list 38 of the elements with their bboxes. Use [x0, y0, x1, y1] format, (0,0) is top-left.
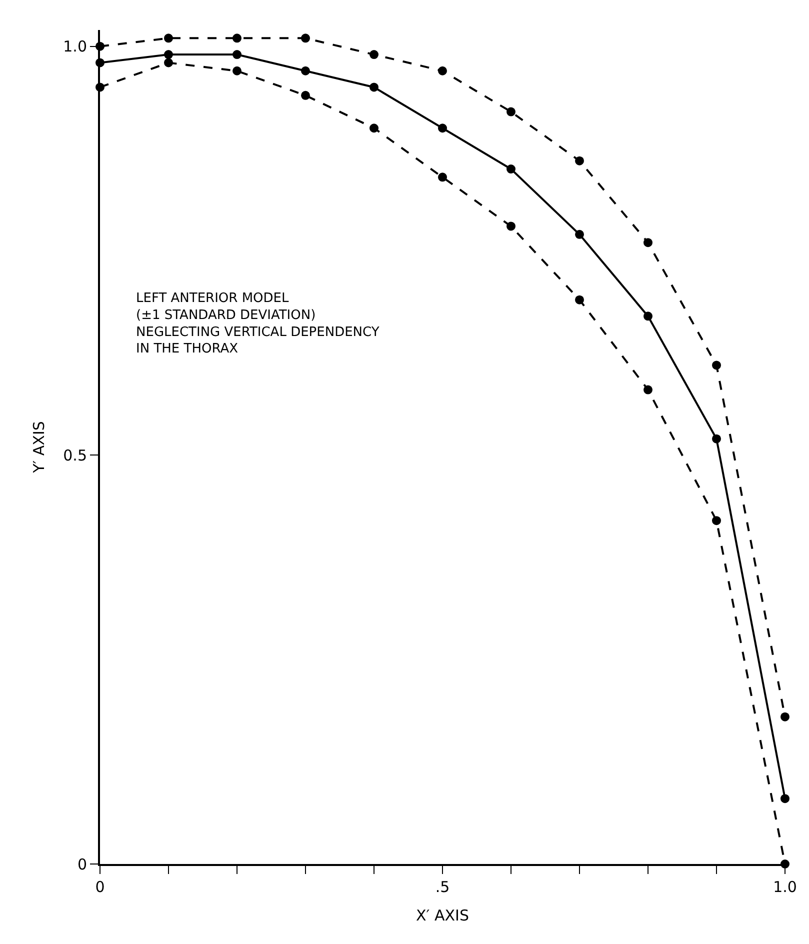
point: [301, 34, 310, 43]
point: [644, 238, 652, 248]
point: [164, 58, 173, 68]
x-tick-label: .5: [435, 878, 450, 896]
point: [438, 66, 447, 76]
point: [164, 34, 173, 43]
y-tick-label: 1.0: [63, 38, 87, 56]
point: [438, 124, 447, 133]
point: [712, 434, 721, 444]
point: [370, 50, 378, 60]
point: [301, 90, 310, 100]
point: [232, 34, 242, 43]
point: [780, 794, 790, 804]
point: [370, 82, 378, 92]
point: [575, 156, 584, 166]
point: [575, 230, 584, 239]
x-tick-label: 0: [95, 878, 105, 896]
point: [232, 66, 242, 76]
y-tick-label: 0.5: [63, 446, 87, 464]
point: [370, 124, 378, 133]
point: [506, 222, 516, 231]
annotation: LEFT ANTERIOR MODEL (±1 STANDARD DEVIATION) NEGLECTING VERTICAL DEPENDENCY IN THE THORAX: [136, 291, 380, 357]
point: [506, 107, 516, 116]
point: [438, 172, 447, 182]
y-axis-title: Y′ AXIS: [30, 421, 48, 474]
point: [506, 164, 516, 174]
point: [575, 295, 584, 304]
point: [712, 360, 721, 370]
point: [644, 312, 652, 321]
point: [644, 385, 652, 394]
y-tick-label: 0: [77, 855, 87, 874]
x-tick-label: 1.0: [773, 878, 797, 896]
point: [301, 66, 310, 76]
x-axis-title: X′ AXIS: [416, 906, 469, 924]
point: [232, 50, 242, 60]
point: [712, 516, 721, 526]
point: [780, 712, 790, 722]
point: [164, 50, 173, 60]
